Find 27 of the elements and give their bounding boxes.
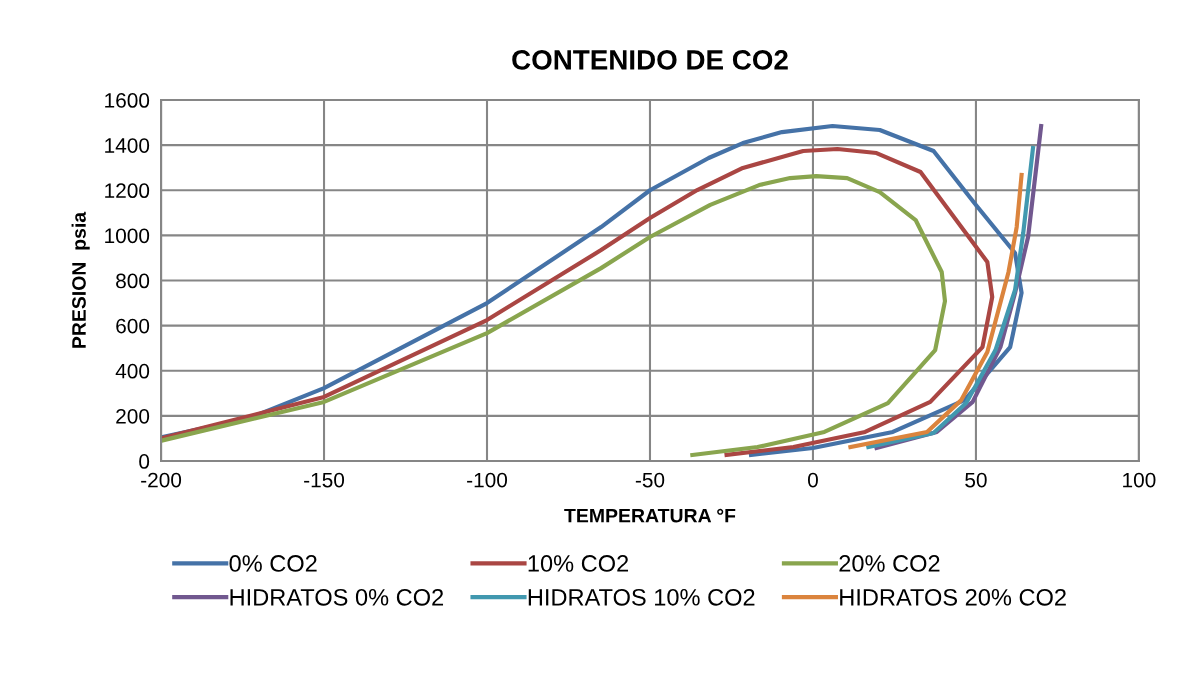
- x-tick-label: -50: [635, 472, 665, 488]
- legend-label: HIDRATOS 0% CO2: [230, 588, 444, 606]
- y-tick-label: 400: [115, 363, 150, 379]
- x-tick-label: 0: [807, 472, 818, 488]
- x-tick-label: -200: [141, 472, 182, 488]
- chart-title: CONTENIDO DE CO2: [512, 50, 788, 70]
- x-tick-label: -150: [304, 472, 345, 488]
- y-tick-label: 600: [116, 318, 150, 334]
- x-tick-label: 50: [965, 472, 987, 488]
- line-series: [866, 145, 1036, 450]
- x-tick-label: -100: [467, 472, 508, 488]
- legend-label: 0% CO2: [229, 555, 317, 572]
- legend-label: 20% CO2: [839, 555, 940, 572]
- legend-label: HIDRATOS 10% CO2: [528, 588, 755, 606]
- y-tick-label: 200: [116, 408, 150, 424]
- y-tick-label: 1400: [105, 138, 150, 153]
- y-tick-label: 1000: [105, 228, 150, 244]
- y-tick-label: 1600: [105, 93, 150, 108]
- y-tick-label: 1200: [105, 183, 150, 199]
- legend-label: HIDRATOS 20% CO2: [840, 588, 1066, 606]
- y-axis-title: PRESION psia: [71, 211, 90, 348]
- line-series: [848, 172, 1024, 450]
- y-tick-label: 0: [139, 454, 150, 469]
- y-tick-label: 800: [116, 273, 150, 289]
- legend-label: 10% CO2: [528, 555, 629, 572]
- x-tick-label: 100: [1123, 472, 1156, 488]
- x-axis-title: TEMPERATURA °F: [564, 508, 736, 523]
